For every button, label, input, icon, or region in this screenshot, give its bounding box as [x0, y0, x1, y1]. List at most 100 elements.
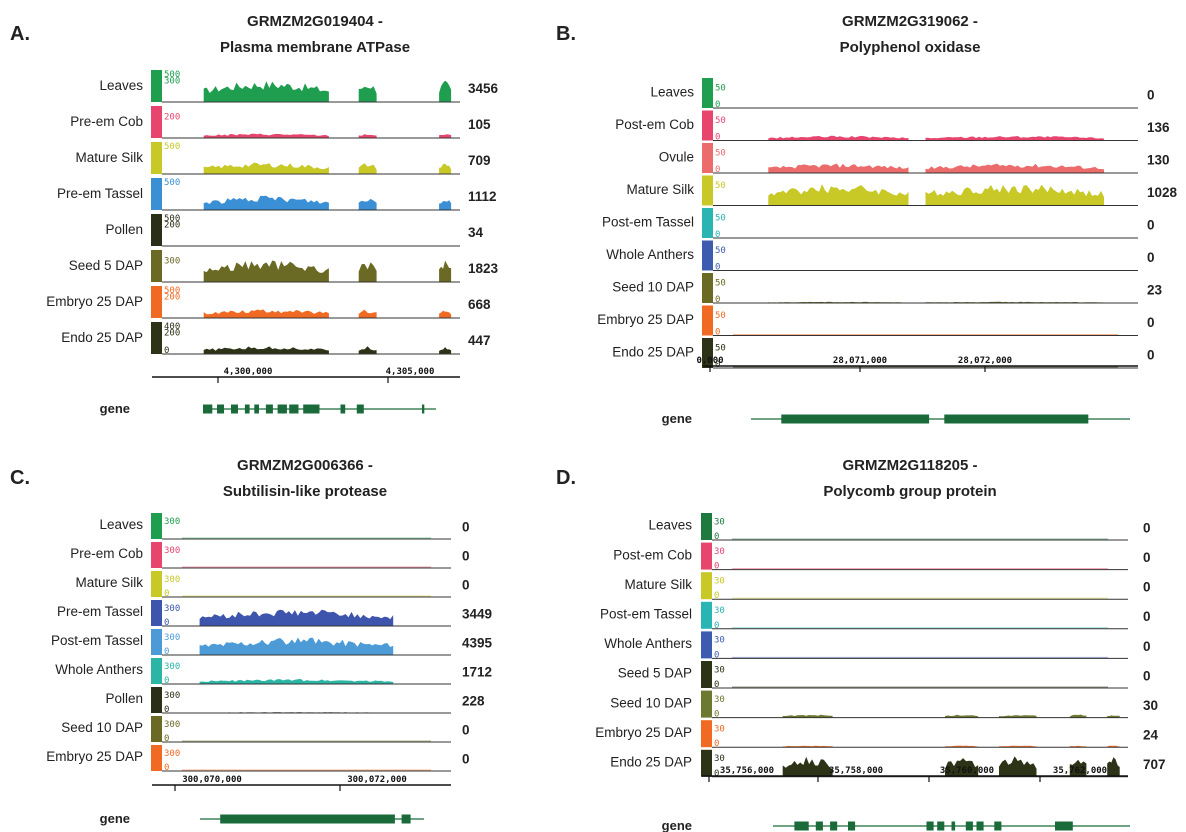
- scale-mid: 200: [164, 328, 180, 338]
- coverage-flat: [182, 769, 431, 771]
- scale-bottom: 0: [714, 739, 719, 749]
- track-color-strip: [151, 571, 162, 597]
- scale-top: 400: [164, 322, 180, 332]
- track-whole-anthers: Whole Anthers 50 0 0: [606, 240, 1155, 273]
- track-pre-em-cob: Pre-em Cob 200 105: [70, 106, 491, 139]
- panel-title-line1: GRMZM2G006366 -: [237, 457, 373, 474]
- track-leaves: Leaves 30 0 0: [648, 513, 1151, 542]
- scale-mid: 50: [715, 279, 726, 289]
- track-pollen: Pollen 300 0 228: [105, 687, 485, 715]
- track-count: 0: [1143, 550, 1151, 565]
- scale-bottom: 0: [714, 621, 719, 631]
- scale-bottom: 0: [715, 165, 720, 175]
- scale-mid: 300: [164, 662, 180, 672]
- panel-label: D.: [556, 467, 576, 489]
- panel-c: C. GRMZM2G006366 - Subtilisin-like proteas…: [10, 457, 493, 826]
- x-axis: 0,000 28,071,000 28,072,000: [696, 356, 1138, 372]
- track-color-strip: [151, 142, 162, 174]
- track-leaves: Leaves 50 0 0: [650, 78, 1155, 110]
- scale-mid: 200: [164, 112, 180, 122]
- track-color-strip: [702, 175, 713, 206]
- scale-bottom: 0: [715, 263, 720, 273]
- coverage-flat: [733, 334, 1118, 335]
- track-name: Post-em Cob: [615, 117, 694, 132]
- track-embryo-25-dap: Embryo 25 DAP 300 0 0: [46, 745, 470, 773]
- track-seed-10-dap: Seed 10 DAP 50 0 23: [612, 273, 1163, 305]
- track-name: Pre-em Cob: [70, 546, 143, 561]
- scale-bottom: 0: [714, 710, 719, 720]
- scale-mid: 50: [715, 344, 726, 354]
- panel-label: B.: [556, 23, 576, 45]
- scale-bottom: 0: [164, 763, 169, 773]
- axis-tick-label: 0,000: [696, 356, 723, 366]
- scale-bottom: 0: [164, 705, 169, 715]
- coverage-area: [203, 162, 452, 174]
- gene-exon: [254, 404, 259, 414]
- track-name: Embryo 25 DAP: [46, 294, 143, 309]
- track-color-strip: [701, 542, 712, 570]
- coverage-area: [203, 195, 452, 210]
- scale-top: 500: [164, 286, 180, 296]
- track-count: 709: [468, 153, 491, 168]
- track-color-strip: [702, 208, 713, 238]
- coverage-area: [199, 637, 394, 655]
- track-count: 0: [462, 723, 470, 738]
- scale-top: 500: [164, 142, 180, 152]
- scale-bottom: 0: [714, 680, 719, 690]
- gene-exon: [926, 821, 934, 831]
- gene-exon: [277, 404, 287, 414]
- scale-bottom: 0: [714, 769, 719, 779]
- track-mature-silk: Mature Silk 500 709: [75, 142, 491, 175]
- panel-label: C.: [10, 467, 30, 489]
- scale-top: 500: [164, 214, 180, 224]
- scale-bottom: 0: [714, 591, 719, 601]
- axis-tick-label: 4,300,000: [224, 367, 273, 377]
- track-color-strip: [151, 542, 162, 568]
- track-name: Embryo 25 DAP: [46, 749, 143, 764]
- gene-exon: [265, 404, 273, 414]
- track-name: Post-em Tassel: [600, 607, 692, 622]
- scale-bottom: 0: [715, 295, 720, 305]
- scale-bottom: 0: [715, 360, 720, 370]
- track-name: Seed 5 DAP: [69, 258, 143, 273]
- track-count: 1028: [1147, 185, 1178, 200]
- track-count: 707: [1143, 757, 1166, 772]
- scale-mid: 30: [714, 754, 725, 764]
- track-color-strip: [151, 106, 162, 138]
- gene-exon: [244, 404, 250, 414]
- panel-title-line2: Polyphenol oxidase: [840, 39, 981, 56]
- scale-mid: 300: [164, 546, 180, 556]
- track-color-strip: [701, 601, 712, 629]
- track-embryo-25-dap: Embryo 25 DAP 50 0 0: [597, 305, 1155, 338]
- track-color-strip: [151, 322, 162, 354]
- track-name: Seed 10 DAP: [61, 720, 143, 735]
- track-name: Leaves: [99, 517, 143, 532]
- track-name: Mature Silk: [75, 575, 143, 590]
- track-whole-anthers: Whole Anthers 30 0 0: [604, 631, 1151, 660]
- scale-bottom: 0: [714, 650, 719, 660]
- track-mature-silk: Mature Silk 30 0 0: [624, 572, 1151, 601]
- gene-exon: [944, 414, 1089, 424]
- coverage-area: [782, 756, 1120, 777]
- scale-bottom: 0: [715, 133, 720, 143]
- track-count: 0: [1147, 250, 1155, 265]
- gene-model: gene: [662, 818, 1130, 832]
- scale-mid: 50: [715, 246, 726, 256]
- track-endo-25-dap: Endo 25 DAP 50 0 0: [612, 338, 1155, 370]
- x-axis: 35,756,000 35,758,000 35,760,000 35,762,000: [702, 766, 1128, 782]
- track-count: 0: [1147, 348, 1155, 363]
- track-count: 0: [462, 520, 470, 535]
- track-color-strip: [151, 214, 162, 246]
- track-post-em-tassel: Post-em Tassel 50 0 0: [602, 208, 1155, 240]
- gene-exon: [994, 821, 1002, 831]
- gene-exon: [289, 404, 299, 414]
- x-axis: 4,300,000 4,305,000: [152, 367, 460, 383]
- track-post-em-cob: Post-em Cob 50 0 136: [615, 110, 1170, 143]
- track-name: Endo 25 DAP: [610, 755, 692, 770]
- scale-mid: 50: [715, 84, 726, 94]
- gene-exon: [422, 404, 425, 414]
- track-whole-anthers: Whole Anthers 300 0 1712: [55, 658, 492, 686]
- track-name: Ovule: [659, 150, 694, 165]
